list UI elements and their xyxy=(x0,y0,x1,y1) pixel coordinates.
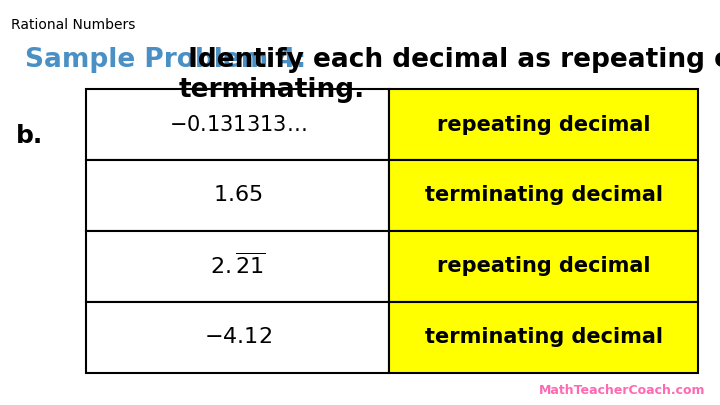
Text: repeating decimal: repeating decimal xyxy=(437,256,650,276)
Text: MathTeacherCoach.com: MathTeacherCoach.com xyxy=(539,384,706,397)
Text: repeating decimal: repeating decimal xyxy=(437,115,650,134)
Text: $-4.12$: $-4.12$ xyxy=(204,326,271,348)
Text: b.: b. xyxy=(16,124,43,147)
Text: terminating decimal: terminating decimal xyxy=(425,327,662,347)
Text: $-0.131313\ldots$: $-0.131313\ldots$ xyxy=(168,115,307,134)
Text: $2.\overline{21}$: $2.\overline{21}$ xyxy=(210,254,266,279)
Text: Identify each decimal as repeating or
terminating.: Identify each decimal as repeating or te… xyxy=(179,47,720,102)
Text: $1.65$: $1.65$ xyxy=(213,184,262,207)
Text: Sample Problem 4:: Sample Problem 4: xyxy=(25,47,307,72)
Text: terminating decimal: terminating decimal xyxy=(425,185,662,205)
Text: Rational Numbers: Rational Numbers xyxy=(11,18,135,32)
